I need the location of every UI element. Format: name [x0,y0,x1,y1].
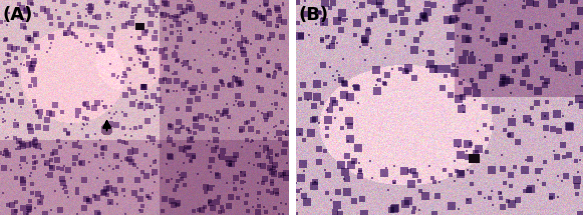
Text: (A): (A) [3,6,33,25]
Text: (B): (B) [298,6,329,25]
